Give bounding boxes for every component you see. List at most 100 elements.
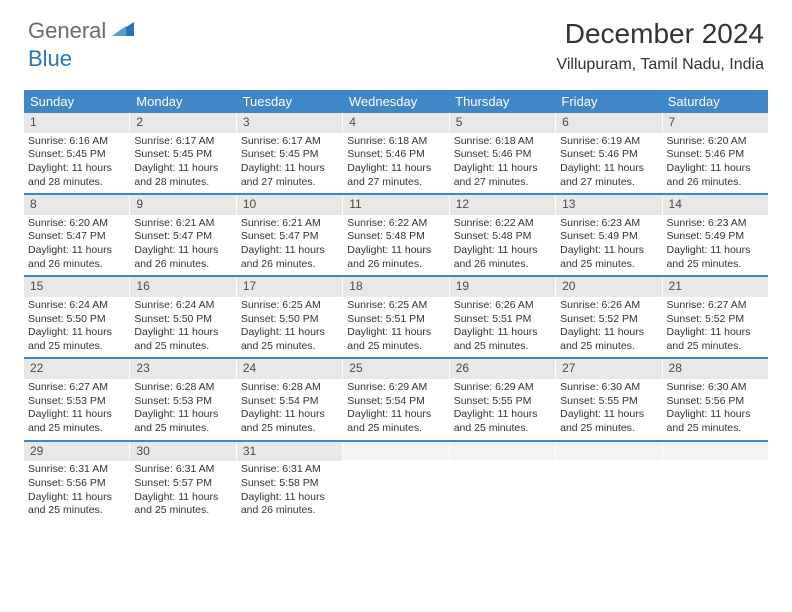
calendar-cell: 2Sunrise: 6:17 AMSunset: 5:45 PMDaylight…: [130, 113, 236, 193]
day-details: Sunrise: 6:31 AMSunset: 5:56 PMDaylight:…: [24, 461, 129, 522]
sunset-text: Sunset: 5:56 PM: [667, 395, 764, 409]
sunrise-text: Sunrise: 6:30 AM: [560, 381, 657, 395]
day-details: Sunrise: 6:25 AMSunset: 5:51 PMDaylight:…: [343, 297, 448, 358]
calendar-cell: 31Sunrise: 6:31 AMSunset: 5:58 PMDayligh…: [237, 442, 343, 522]
sunrise-text: Sunrise: 6:29 AM: [347, 381, 444, 395]
logo-text-general: General: [28, 18, 106, 44]
day-number: 29: [24, 442, 129, 462]
logo-sub-row: Blue: [28, 46, 72, 72]
sunset-text: Sunset: 5:57 PM: [134, 477, 231, 491]
daylight-text: Daylight: 11 hours and 25 minutes.: [134, 326, 231, 353]
daylight-text: Daylight: 11 hours and 25 minutes.: [241, 326, 338, 353]
weekday-header: Wednesday: [343, 90, 449, 113]
day-number: 9: [130, 195, 235, 215]
sunrise-text: Sunrise: 6:22 AM: [347, 217, 444, 231]
sunset-text: Sunset: 5:49 PM: [560, 230, 657, 244]
weekday-header: Sunday: [24, 90, 130, 113]
day-number: 23: [130, 359, 235, 379]
logo: General: [28, 18, 136, 44]
daylight-text: Daylight: 11 hours and 28 minutes.: [134, 162, 231, 189]
daylight-text: Daylight: 11 hours and 27 minutes.: [241, 162, 338, 189]
daylight-text: Daylight: 11 hours and 25 minutes.: [28, 326, 125, 353]
day-number: 8: [24, 195, 129, 215]
day-number: 6: [556, 113, 661, 133]
sunset-text: Sunset: 5:46 PM: [560, 148, 657, 162]
day-details: Sunrise: 6:20 AMSunset: 5:46 PMDaylight:…: [663, 133, 768, 194]
weekday-header: Tuesday: [237, 90, 343, 113]
daylight-text: Daylight: 11 hours and 25 minutes.: [28, 408, 125, 435]
calendar-row: 1Sunrise: 6:16 AMSunset: 5:45 PMDaylight…: [24, 113, 768, 195]
day-number: 27: [556, 359, 661, 379]
day-number: 7: [663, 113, 768, 133]
day-details: Sunrise: 6:26 AMSunset: 5:51 PMDaylight:…: [450, 297, 555, 358]
calendar-body: 1Sunrise: 6:16 AMSunset: 5:45 PMDaylight…: [24, 113, 768, 522]
daylight-text: Daylight: 11 hours and 26 minutes.: [241, 491, 338, 518]
sunrise-text: Sunrise: 6:24 AM: [134, 299, 231, 313]
calendar-cell: 14Sunrise: 6:23 AMSunset: 5:49 PMDayligh…: [663, 195, 768, 275]
day-number: [450, 442, 555, 460]
sunrise-text: Sunrise: 6:21 AM: [241, 217, 338, 231]
sunrise-text: Sunrise: 6:19 AM: [560, 135, 657, 149]
logo-triangle-icon: [112, 20, 134, 43]
calendar-row: 29Sunrise: 6:31 AMSunset: 5:56 PMDayligh…: [24, 442, 768, 522]
calendar-row: 15Sunrise: 6:24 AMSunset: 5:50 PMDayligh…: [24, 277, 768, 359]
sunrise-text: Sunrise: 6:28 AM: [241, 381, 338, 395]
calendar-cell: 3Sunrise: 6:17 AMSunset: 5:45 PMDaylight…: [237, 113, 343, 193]
day-number: 17: [237, 277, 342, 297]
sunrise-text: Sunrise: 6:16 AM: [28, 135, 125, 149]
sunset-text: Sunset: 5:47 PM: [134, 230, 231, 244]
day-details: Sunrise: 6:19 AMSunset: 5:46 PMDaylight:…: [556, 133, 661, 194]
day-details: Sunrise: 6:22 AMSunset: 5:48 PMDaylight:…: [343, 215, 448, 276]
calendar-cell: 6Sunrise: 6:19 AMSunset: 5:46 PMDaylight…: [556, 113, 662, 193]
day-details: Sunrise: 6:17 AMSunset: 5:45 PMDaylight:…: [130, 133, 235, 194]
daylight-text: Daylight: 11 hours and 28 minutes.: [28, 162, 125, 189]
sunset-text: Sunset: 5:45 PM: [241, 148, 338, 162]
daylight-text: Daylight: 11 hours and 25 minutes.: [454, 408, 551, 435]
day-details: Sunrise: 6:24 AMSunset: 5:50 PMDaylight:…: [24, 297, 129, 358]
sunrise-text: Sunrise: 6:18 AM: [454, 135, 551, 149]
day-details: Sunrise: 6:23 AMSunset: 5:49 PMDaylight:…: [556, 215, 661, 276]
calendar-cell: [663, 442, 768, 522]
calendar-cell: 17Sunrise: 6:25 AMSunset: 5:50 PMDayligh…: [237, 277, 343, 357]
day-details: [343, 460, 448, 466]
sunset-text: Sunset: 5:47 PM: [241, 230, 338, 244]
calendar-cell: [450, 442, 556, 522]
calendar-cell: 20Sunrise: 6:26 AMSunset: 5:52 PMDayligh…: [556, 277, 662, 357]
sunset-text: Sunset: 5:53 PM: [134, 395, 231, 409]
day-number: 28: [663, 359, 768, 379]
sunset-text: Sunset: 5:52 PM: [667, 313, 764, 327]
header: General December 2024 Villupuram, Tamil …: [0, 0, 792, 82]
calendar-cell: [343, 442, 449, 522]
weekday-header: Saturday: [662, 90, 768, 113]
daylight-text: Daylight: 11 hours and 27 minutes.: [560, 162, 657, 189]
calendar-cell: [556, 442, 662, 522]
daylight-text: Daylight: 11 hours and 25 minutes.: [241, 408, 338, 435]
day-details: Sunrise: 6:26 AMSunset: 5:52 PMDaylight:…: [556, 297, 661, 358]
sunrise-text: Sunrise: 6:25 AM: [347, 299, 444, 313]
day-details: Sunrise: 6:22 AMSunset: 5:48 PMDaylight:…: [450, 215, 555, 276]
sunset-text: Sunset: 5:48 PM: [347, 230, 444, 244]
calendar-cell: 29Sunrise: 6:31 AMSunset: 5:56 PMDayligh…: [24, 442, 130, 522]
daylight-text: Daylight: 11 hours and 25 minutes.: [560, 326, 657, 353]
day-number: 14: [663, 195, 768, 215]
daylight-text: Daylight: 11 hours and 25 minutes.: [347, 408, 444, 435]
calendar-cell: 8Sunrise: 6:20 AMSunset: 5:47 PMDaylight…: [24, 195, 130, 275]
calendar-cell: 12Sunrise: 6:22 AMSunset: 5:48 PMDayligh…: [450, 195, 556, 275]
sunrise-text: Sunrise: 6:27 AM: [28, 381, 125, 395]
day-details: Sunrise: 6:18 AMSunset: 5:46 PMDaylight:…: [450, 133, 555, 194]
location-text: Villupuram, Tamil Nadu, India: [556, 56, 764, 74]
calendar-cell: 15Sunrise: 6:24 AMSunset: 5:50 PMDayligh…: [24, 277, 130, 357]
day-number: 11: [343, 195, 448, 215]
sunset-text: Sunset: 5:56 PM: [28, 477, 125, 491]
calendar-row: 8Sunrise: 6:20 AMSunset: 5:47 PMDaylight…: [24, 195, 768, 277]
daylight-text: Daylight: 11 hours and 26 minutes.: [28, 244, 125, 271]
day-details: [450, 460, 555, 466]
sunrise-text: Sunrise: 6:17 AM: [134, 135, 231, 149]
sunrise-text: Sunrise: 6:30 AM: [667, 381, 764, 395]
daylight-text: Daylight: 11 hours and 26 minutes.: [241, 244, 338, 271]
day-details: Sunrise: 6:17 AMSunset: 5:45 PMDaylight:…: [237, 133, 342, 194]
day-number: [556, 442, 661, 460]
day-details: Sunrise: 6:31 AMSunset: 5:58 PMDaylight:…: [237, 461, 342, 522]
day-details: Sunrise: 6:29 AMSunset: 5:55 PMDaylight:…: [450, 379, 555, 440]
day-details: Sunrise: 6:20 AMSunset: 5:47 PMDaylight:…: [24, 215, 129, 276]
